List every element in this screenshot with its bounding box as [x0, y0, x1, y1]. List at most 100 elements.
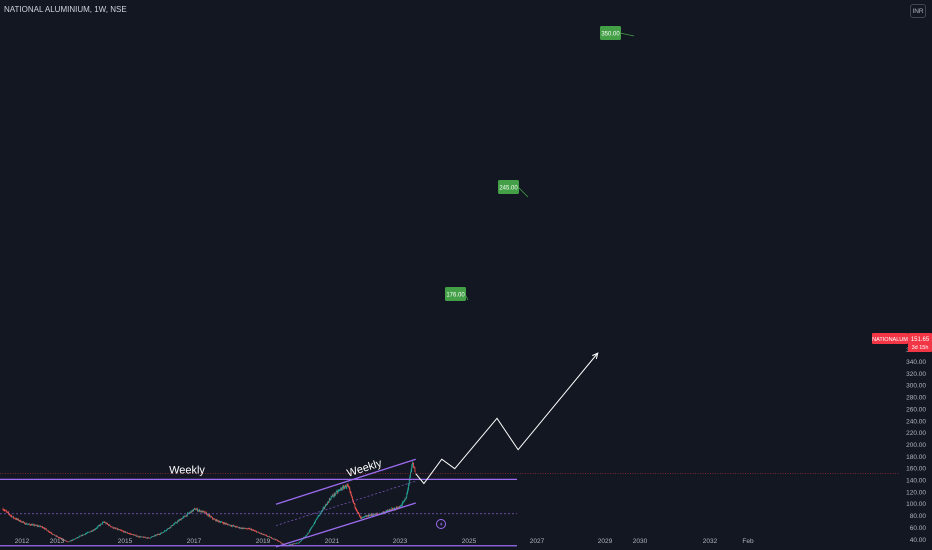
candle [279, 541, 281, 543]
candle [410, 468, 412, 473]
candle [105, 521, 106, 524]
candle [210, 515, 211, 518]
candle [74, 538, 76, 540]
candle [23, 520, 25, 523]
candle [39, 525, 41, 527]
candle [30, 524, 31, 527]
candle [88, 531, 90, 533]
candle [23, 521, 25, 524]
candle [27, 523, 29, 525]
candle [193, 509, 195, 512]
candle [361, 516, 363, 519]
candle [411, 461, 413, 468]
candle [73, 538, 75, 540]
rising-channel: Weekly [275, 457, 416, 548]
time-axis[interactable]: 2012 2013 2015 2017 2019 2021 2023 2025 2027 2029… [15, 538, 754, 545]
candle [311, 525, 313, 528]
candle [315, 519, 316, 523]
candle [22, 520, 24, 523]
last-price-tag: NATIONALUM 151.65 3d 15h [872, 333, 932, 352]
candle [130, 533, 132, 535]
price-axis[interactable]: 40.00 60.00 80.00 100.00 120.00 140.00 160.00 1… [906, 347, 926, 544]
candle [195, 508, 196, 511]
candle [219, 520, 221, 523]
candle [326, 503, 328, 506]
candle [46, 530, 48, 532]
candle [176, 522, 178, 524]
candle [93, 528, 95, 531]
candle [296, 542, 298, 544]
candle [103, 521, 105, 523]
candle [214, 518, 216, 520]
candle [48, 531, 50, 533]
candle [49, 531, 51, 533]
candle [142, 536, 144, 538]
candle [70, 540, 71, 542]
candle [410, 471, 411, 479]
candle [256, 532, 258, 533]
y-tick-label: 340.00 [906, 359, 926, 366]
candle [290, 544, 291, 546]
candle [134, 534, 136, 536]
event-marker[interactable] [436, 519, 446, 529]
candle [251, 529, 253, 531]
candle [404, 497, 406, 502]
candle [235, 526, 236, 528]
target-label[interactable]: 350.00 [600, 26, 635, 40]
candle [273, 538, 275, 540]
target-label[interactable]: 245.00 [498, 180, 529, 198]
candle [85, 532, 87, 535]
candle [200, 510, 201, 513]
candle [223, 521, 225, 525]
y-tick-label: 140.00 [906, 478, 926, 485]
candle [355, 507, 357, 511]
candles-layer [2, 461, 416, 547]
candle [68, 541, 70, 543]
candle [264, 534, 266, 536]
candle [65, 540, 66, 542]
candle [153, 535, 155, 538]
candle [40, 525, 41, 528]
candle [186, 512, 188, 517]
candle [98, 524, 100, 527]
symbol-title[interactable]: NATIONAL ALUMINIUM, 1W, NSE [4, 5, 127, 14]
candle [175, 521, 176, 524]
candle [309, 529, 311, 532]
candle [28, 523, 30, 526]
candle [21, 521, 23, 523]
candle [208, 513, 210, 517]
candle [56, 535, 58, 538]
candle [168, 527, 170, 529]
candle [354, 502, 356, 509]
candle [140, 536, 142, 538]
candle [350, 491, 352, 497]
candle [53, 534, 55, 536]
candle [51, 532, 53, 535]
candle [265, 534, 266, 536]
candle [217, 519, 219, 522]
target-label[interactable]: 176.00 [445, 287, 469, 301]
y-tick-label: 40.00 [910, 537, 927, 544]
candle [215, 519, 216, 522]
candle [108, 524, 110, 527]
candle [145, 536, 146, 539]
candle [11, 516, 13, 518]
currency-button[interactable]: INR [910, 4, 926, 18]
candle [339, 489, 341, 492]
candle [412, 462, 414, 464]
candle [116, 527, 118, 531]
target-labels: 176.00 245.00 350.00 [445, 26, 635, 301]
candle [334, 492, 336, 497]
candle [198, 508, 200, 512]
candle [236, 526, 238, 528]
candle [156, 534, 158, 536]
candle [63, 539, 65, 541]
candle [28, 523, 30, 525]
candle [403, 499, 405, 503]
candle [138, 535, 140, 538]
candle [375, 513, 376, 515]
candle [15, 517, 17, 520]
candle [12, 516, 14, 518]
candle [43, 527, 45, 529]
